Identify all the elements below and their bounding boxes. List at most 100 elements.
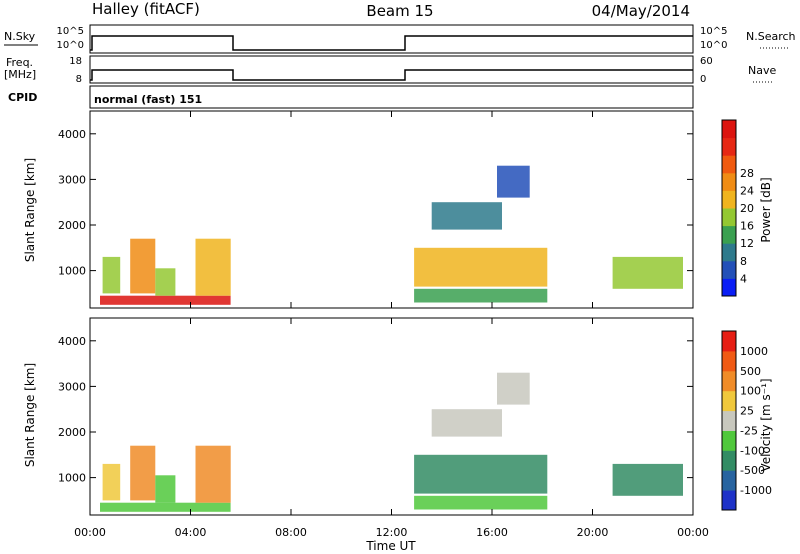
x-tick-label: 16:00 (476, 526, 508, 539)
freq-tick-top: 18 (69, 56, 82, 67)
y-tick-label: 1000 (58, 472, 86, 485)
power-colorbar-swatch (722, 243, 736, 262)
velocity-colorbar-label: Velocity [m s⁻¹] (759, 378, 773, 471)
x-tick-label: 00:00 (677, 526, 709, 539)
power-colorbar-tick: 20 (740, 202, 754, 215)
velocity-cell-7 (431, 409, 502, 437)
velocity-colorbar-swatch (722, 350, 736, 372)
nave-label: Nave (748, 64, 776, 77)
power-colorbar-swatch (722, 225, 736, 244)
velocity-colorbar-swatch (722, 370, 736, 392)
station-title: Halley (fitACF) (92, 0, 200, 18)
velocity-colorbar-swatch (722, 490, 736, 511)
x-tick-label: 04:00 (175, 526, 207, 539)
beam-title: Beam 15 (366, 2, 433, 20)
power-colorbar-tick: 16 (740, 220, 754, 233)
nsearch-tick-top: 10^5 (700, 26, 727, 37)
power-cell-8 (497, 165, 530, 198)
nsky-strip-frame (89, 24, 694, 54)
freq-label-1: Freq. (6, 56, 33, 69)
power-colorbar-swatch (722, 137, 736, 156)
power-colorbar-tick: 8 (740, 255, 747, 268)
power-cell-1 (102, 256, 121, 294)
velocity-colorbar-tick: -500 (740, 464, 765, 477)
nsearch-tick-bottom: 10^0 (700, 40, 727, 51)
velocity-colorbar-frame (721, 330, 737, 511)
nsearch-label: N.Search (746, 30, 796, 43)
date-title: 04/May/2014 (592, 2, 690, 20)
velocity-cell-4 (195, 445, 231, 503)
x-axis: 00:00 04:00 08:00 12:00 16:00 20:00 00:00 (74, 111, 709, 539)
power-cell-5 (414, 247, 548, 287)
velocity-cell-1 (102, 463, 121, 501)
power-colorbar-tick: 4 (740, 272, 747, 285)
velocity-ylabel: Slant Range [km] (23, 363, 37, 467)
power-colorbar-label: Power [dB] (759, 177, 773, 242)
velocity-cell-5 (414, 454, 548, 494)
velocity-cell-2 (130, 445, 156, 501)
y-tick-label: 1000 (58, 265, 86, 278)
x-tick-label: 00:00 (74, 526, 106, 539)
velocity-yticks: 1000 2000 3000 4000 (58, 335, 693, 485)
y-tick-label: 4000 (58, 128, 86, 141)
power-cell-7 (431, 202, 502, 230)
power-yticks: 1000 2000 3000 4000 (58, 128, 693, 278)
power-panel-frame (89, 110, 694, 309)
power-colorbar-swatch (722, 155, 736, 174)
velocity-panel-frame (89, 317, 694, 516)
power-colorbar-swatch (722, 172, 736, 191)
freq-tick-bottom: 8 (76, 74, 82, 85)
power-colorbar-tick: 12 (740, 237, 754, 250)
velocity-colorbar-tick: 500 (740, 365, 761, 378)
nave-tick-bottom: 0 (700, 74, 706, 85)
velocity-colorbar-swatch (722, 450, 736, 471)
power-colorbar-swatch (722, 260, 736, 279)
power-cells (100, 165, 683, 305)
y-tick-label: 3000 (58, 173, 86, 186)
nsky-tick-top: 10^5 (57, 26, 84, 37)
x-axis-label: Time UT (365, 539, 416, 553)
x-tick-label: 20:00 (577, 526, 609, 539)
power-colorbar-swatch (722, 190, 736, 209)
power-colorbar-swatch (722, 208, 736, 227)
power-colorbar: 4 8 12 16 20 24 28 (721, 119, 754, 297)
power-colorbar-frame (721, 119, 737, 297)
velocity-colorbar-swatch (722, 331, 736, 352)
velocity-colorbar-tick: 25 (740, 405, 754, 418)
x-tick-label: 12:00 (376, 526, 408, 539)
nsky-label: N.Sky (4, 30, 36, 43)
power-cell-2 (130, 238, 156, 294)
velocity-cell-8 (497, 372, 530, 405)
velocity-colorbar-tick: 1000 (740, 345, 768, 358)
power-cell-0 (100, 295, 231, 305)
velocity-colorbar-tick: -100 (740, 444, 765, 457)
velocity-colorbar-swatch (722, 410, 736, 431)
power-cell-6 (414, 288, 548, 303)
power-cell-9 (612, 256, 683, 289)
velocity-colorbar-swatch (722, 470, 736, 491)
y-tick-label: 4000 (58, 335, 86, 348)
velocity-cell-0 (100, 502, 231, 512)
power-cell-4 (195, 238, 231, 296)
x-tick-label: 08:00 (275, 526, 307, 539)
power-colorbar-swatch (722, 278, 736, 297)
cpid-value: normal (fast) 151 (94, 93, 202, 106)
y-tick-label: 2000 (58, 219, 86, 232)
power-colorbar-tick: 28 (740, 167, 754, 180)
velocity-colorbar-tick: -1000 (740, 484, 772, 497)
nsky-trace (90, 35, 693, 51)
velocity-colorbar-swatch (722, 390, 736, 412)
nave-tick-top: 60 (700, 56, 713, 67)
velocity-colorbar-tick: -25 (740, 424, 758, 437)
nsky-tick-bottom: 10^0 (57, 40, 84, 51)
velocity-colorbar: 1000 500 100 25 -25 -100 -500 -1000 (721, 330, 772, 511)
velocity-cells (100, 372, 683, 512)
velocity-cell-3 (155, 475, 176, 503)
y-tick-label: 2000 (58, 426, 86, 439)
velocity-colorbar-swatch (722, 430, 736, 451)
power-cell-3 (155, 268, 176, 296)
velocity-cell-9 (612, 463, 683, 496)
power-colorbar-tick: 24 (740, 184, 754, 197)
velocity-cell-6 (414, 495, 548, 510)
